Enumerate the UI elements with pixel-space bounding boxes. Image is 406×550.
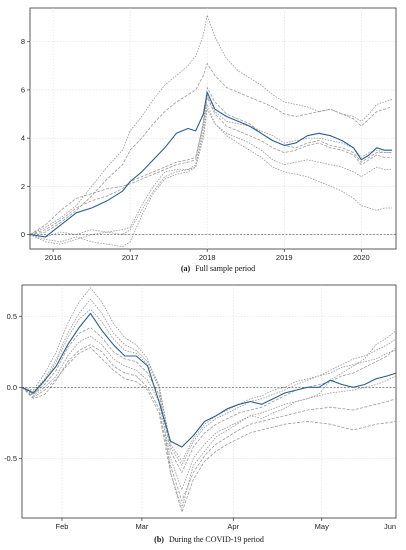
panel-a-caption: (a) Full sample period bbox=[181, 264, 255, 273]
panel-a-x-ticks: 2016 2017 2018 2019 2020 bbox=[45, 249, 370, 262]
panel-b: Feb Mar Apr May Jun 0.5 0.0 -0.5 (b) During th… bbox=[4, 284, 397, 544]
panel-b-series bbox=[21, 287, 397, 513]
y-tick-label: 8 bbox=[21, 37, 25, 46]
panel-b-y-ticks: 0.5 0.0 -0.5 bbox=[4, 312, 22, 463]
y-tick-label: 6 bbox=[21, 85, 25, 94]
series-line-other bbox=[29, 96, 393, 235]
panel-b-caption: (b) During the COVID-19 period bbox=[154, 535, 264, 544]
panel-a-series bbox=[29, 14, 396, 248]
panel-a-grid bbox=[30, 8, 396, 249]
series-line-other bbox=[29, 94, 393, 245]
x-tick-label: 2017 bbox=[122, 253, 139, 262]
series-line-other bbox=[29, 108, 393, 248]
series-line-other bbox=[29, 87, 393, 235]
panel-b-caption-letter: (b) bbox=[154, 535, 164, 544]
x-tick-label: Feb bbox=[56, 522, 69, 531]
x-tick-label: Apr bbox=[227, 522, 239, 531]
series-line-other bbox=[21, 335, 397, 491]
series-line-other bbox=[29, 104, 393, 238]
series-line-other bbox=[21, 327, 397, 473]
series-line-highlight bbox=[21, 312, 397, 448]
panel-a-y-ticks: 0 2 4 6 8 bbox=[21, 37, 30, 239]
panel-a: 2016 2017 2018 2019 2020 0 2 4 6 8 (a) Full samp… bbox=[21, 7, 397, 273]
panel-b-plot-frame bbox=[21, 284, 397, 519]
y-tick-label: 0.0 bbox=[7, 383, 17, 392]
series-line-other bbox=[21, 298, 397, 462]
series-line-other bbox=[21, 344, 397, 502]
panel-a-caption-letter: (a) bbox=[181, 264, 191, 273]
series-line-other bbox=[21, 308, 397, 466]
series-line-other bbox=[29, 14, 393, 235]
x-tick-label: 2020 bbox=[353, 253, 370, 262]
y-tick-label: -0.5 bbox=[4, 454, 17, 463]
y-tick-label: 2 bbox=[21, 182, 25, 191]
panel-b-x-ticks: Feb Mar Apr May Jun bbox=[56, 518, 396, 531]
x-tick-label: 2018 bbox=[199, 253, 216, 262]
x-tick-label: May bbox=[315, 522, 329, 531]
x-tick-label: 2019 bbox=[276, 253, 293, 262]
x-tick-label: 2016 bbox=[45, 253, 62, 262]
series-line-other bbox=[29, 63, 393, 235]
panel-a-caption-text: Full sample period bbox=[195, 264, 255, 273]
x-tick-label: Mar bbox=[135, 522, 148, 531]
y-tick-label: 4 bbox=[21, 134, 25, 143]
y-tick-label: 0 bbox=[21, 230, 25, 239]
panel-a-plot-frame bbox=[29, 7, 397, 250]
y-tick-label: 0.5 bbox=[7, 312, 17, 321]
series-line-other bbox=[21, 347, 397, 513]
x-tick-label: Jun bbox=[384, 522, 396, 531]
series-line-highlight bbox=[29, 91, 393, 238]
panel-b-caption-text: During the COVID-19 period bbox=[169, 535, 264, 544]
